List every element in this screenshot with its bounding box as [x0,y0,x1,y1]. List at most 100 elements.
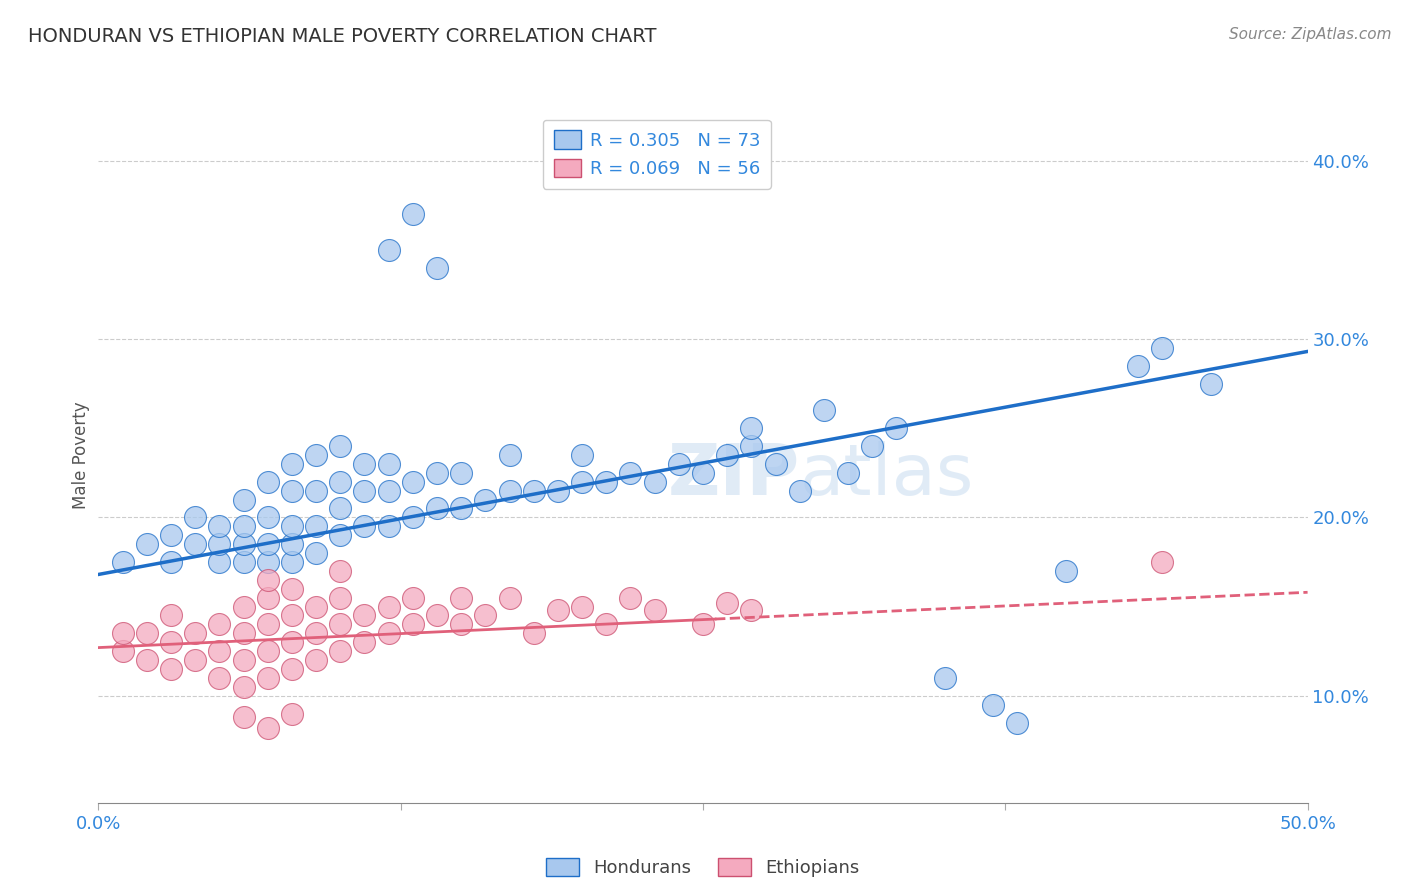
Point [450,617,472,632]
Point [160,528,183,542]
Point [232,519,254,533]
Point [184,653,207,667]
Point [160,555,183,569]
Point [1054,564,1077,578]
Legend: Hondurans, Ethiopians: Hondurans, Ethiopians [538,850,868,884]
Point [981,698,1004,712]
Point [789,483,811,498]
Point [111,555,134,569]
Point [256,617,278,632]
Point [329,644,352,658]
Point [1128,359,1150,373]
Text: HONDURAN VS ETHIOPIAN MALE POVERTY CORRELATION CHART: HONDURAN VS ETHIOPIAN MALE POVERTY CORRE… [28,27,657,45]
Point [474,492,496,507]
Point [281,662,304,676]
Point [498,448,520,462]
Point [184,537,207,551]
Point [740,439,762,453]
Point [426,501,449,516]
Point [305,519,328,533]
Point [232,626,254,640]
Point [305,448,328,462]
Point [329,528,352,542]
Point [1152,341,1174,355]
Point [644,475,666,489]
Point [644,603,666,617]
Point [595,475,617,489]
Point [232,680,254,694]
Point [329,501,352,516]
Point [305,483,328,498]
Point [571,475,593,489]
Point [281,706,304,721]
Point [377,519,399,533]
Point [402,207,425,221]
Point [523,626,546,640]
Point [740,603,762,617]
Point [377,483,399,498]
Point [305,599,328,614]
Point [329,591,352,605]
Point [208,617,231,632]
Point [1199,376,1222,391]
Point [402,591,425,605]
Point [353,457,375,471]
Point [111,644,134,658]
Point [692,617,714,632]
Point [1007,715,1029,730]
Point [256,573,278,587]
Point [353,483,375,498]
Point [329,617,352,632]
Point [305,653,328,667]
Point [256,671,278,685]
Point [208,537,231,551]
Point [281,519,304,533]
Point [184,510,207,524]
Point [668,457,690,471]
Point [450,591,472,605]
Point [232,599,254,614]
Y-axis label: Male Poverty: Male Poverty [72,401,90,508]
Point [498,591,520,605]
Point [595,617,617,632]
Point [716,448,738,462]
Point [281,608,304,623]
Point [281,457,304,471]
Point [547,483,569,498]
Point [111,626,134,640]
Point [837,466,859,480]
Point [619,466,641,480]
Point [329,475,352,489]
Point [208,671,231,685]
Point [160,662,183,676]
Point [208,555,231,569]
Point [523,483,546,498]
Point [377,599,399,614]
Point [256,537,278,551]
Point [135,626,157,640]
Point [208,644,231,658]
Point [208,519,231,533]
Point [232,537,254,551]
Point [377,243,399,257]
Point [860,439,883,453]
Point [232,492,254,507]
Point [353,635,375,649]
Point [184,626,207,640]
Point [740,421,762,435]
Text: ZIP: ZIP [668,442,800,510]
Point [281,537,304,551]
Point [377,626,399,640]
Point [256,475,278,489]
Point [281,555,304,569]
Point [305,626,328,640]
Point [1152,555,1174,569]
Point [256,644,278,658]
Point [329,439,352,453]
Point [402,617,425,632]
Point [716,596,738,610]
Point [232,710,254,724]
Point [813,403,835,417]
Point [571,448,593,462]
Point [256,555,278,569]
